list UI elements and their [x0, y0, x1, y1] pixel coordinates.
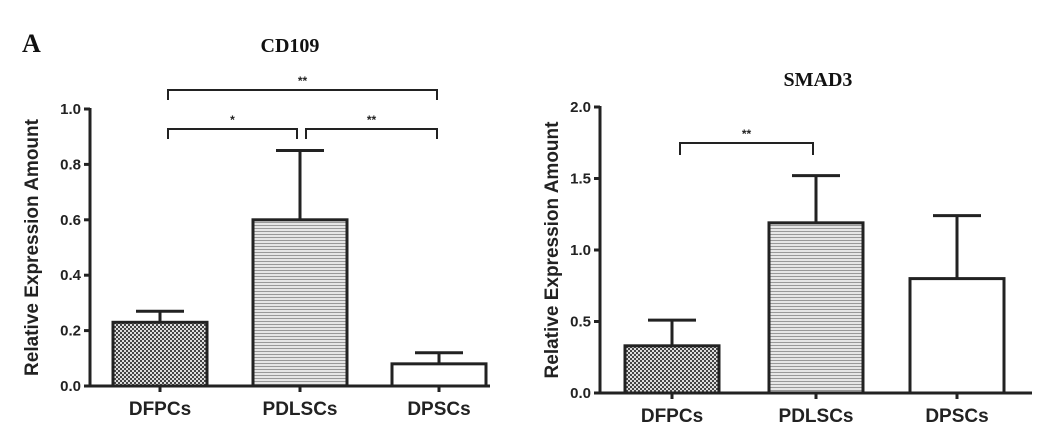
y-tick-label: 1.0: [570, 242, 591, 259]
y-axis-label: Relative Expression Amount: [542, 121, 563, 379]
bar-dfpcs: [623, 344, 721, 395]
bar-pdlscs: [767, 221, 865, 395]
bar-dpscs: [390, 362, 488, 388]
significance-label: *: [230, 113, 235, 127]
y-tick-label: 0.6: [60, 212, 81, 229]
significance-bracket: [167, 128, 298, 139]
y-tick-label: 1.5: [570, 171, 591, 188]
significance-bracket: [167, 89, 438, 100]
bar-pdlscs: [251, 218, 349, 388]
significance-label: **: [298, 74, 308, 88]
significance-label: **: [367, 113, 377, 127]
x-tick-label: PDLSCs: [263, 399, 338, 420]
x-tick-label: DFPCs: [129, 399, 191, 420]
significance-bracket: [679, 142, 814, 155]
y-tick-label: 0.0: [60, 378, 81, 395]
chart-title: SMAD3: [784, 69, 853, 91]
x-tick-label: DPSCs: [925, 406, 988, 427]
y-tick-label: 0.4: [60, 267, 82, 284]
chart-cd109: CD109 Relative Expression Amount 0.0 0.2 0.4…: [22, 35, 490, 420]
y-tick-label: 1.0: [60, 101, 81, 118]
y-axis-label: Relative Expression Amount: [22, 118, 43, 376]
x-tick-label: PDLSCs: [779, 406, 854, 427]
y-tick-label: 0.5: [570, 314, 591, 331]
x-tick-label: DPSCs: [407, 399, 470, 420]
bar-dpscs: [908, 277, 1006, 395]
y-tick-label: 0.0: [570, 385, 591, 402]
chart-title: CD109: [261, 35, 320, 57]
panel-label: A: [22, 29, 41, 58]
significance-bracket: [305, 128, 438, 139]
y-tick-label: 2.0: [570, 99, 591, 116]
y-tick-label: 0.2: [60, 323, 81, 340]
bar-dfpcs: [111, 320, 209, 388]
chart-smad3: SMAD3 Relative Expression Amount 0.0 0.5 1.0…: [542, 69, 1032, 427]
x-tick-label: DFPCs: [641, 406, 703, 427]
significance-label: **: [742, 127, 752, 141]
y-tick-label: 0.8: [60, 156, 81, 173]
